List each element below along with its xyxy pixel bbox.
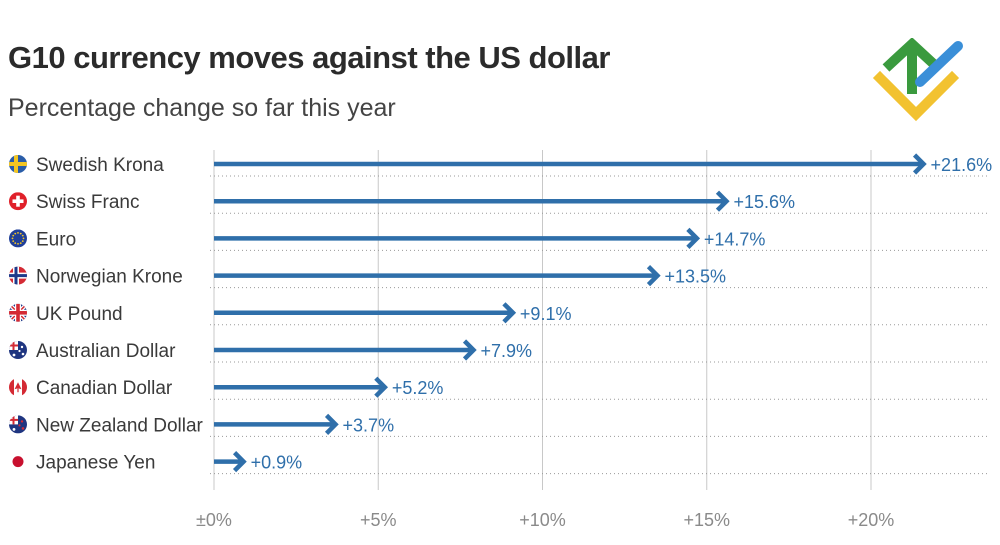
- value-label: +14.7%: [704, 229, 766, 249]
- switzerland-flag-icon: [9, 192, 27, 211]
- chart-subtitle: Percentage change so far this year: [8, 94, 396, 122]
- bar-arrow-head: [646, 265, 661, 287]
- bar-arrow-head: [324, 413, 339, 435]
- bar-arrow-head: [374, 376, 389, 398]
- new-zealand-flag-icon: [9, 415, 27, 434]
- category-label: Australian Dollar: [36, 341, 176, 362]
- bar-arrow-head: [686, 227, 701, 249]
- bar-arrow-head: [715, 190, 730, 212]
- value-label: +9.1%: [520, 304, 572, 324]
- brand-logo-icon: [872, 38, 963, 122]
- norway-flag-icon: [9, 266, 27, 285]
- sweden-flag-icon: [9, 155, 27, 173]
- canada-flag-icon: [9, 378, 27, 397]
- value-label: +15.6%: [733, 192, 795, 212]
- bar-arrow-head: [232, 451, 247, 473]
- x-tick-label: +5%: [360, 510, 397, 530]
- x-tick-label: +10%: [519, 510, 566, 530]
- category-label: Swedish Krona: [36, 155, 164, 176]
- category-label: UK Pound: [36, 304, 123, 325]
- category-label: Euro: [36, 229, 76, 250]
- value-label: +21.6%: [931, 155, 993, 175]
- bar-arrow-head: [912, 153, 927, 175]
- japan-flag-icon: [9, 452, 27, 471]
- value-label: +13.5%: [664, 267, 726, 287]
- value-label: +0.9%: [251, 453, 303, 473]
- uk-flag-icon: [9, 303, 27, 322]
- category-label: Norwegian Krone: [36, 267, 183, 288]
- value-label: +5.2%: [392, 378, 444, 398]
- eu-flag-icon: [9, 229, 27, 248]
- x-tick-label: +20%: [848, 510, 895, 530]
- category-label: New Zealand Dollar: [36, 415, 204, 436]
- category-label: Canadian Dollar: [36, 378, 173, 399]
- x-tick-label: +15%: [683, 510, 730, 530]
- value-label: +3.7%: [343, 415, 395, 435]
- chart-title: G10 currency moves against the US dollar: [8, 40, 610, 75]
- bar-arrow-head: [502, 302, 517, 324]
- category-label: Swiss Franc: [36, 192, 139, 213]
- x-tick-label: ±0%: [196, 510, 232, 530]
- value-label: +7.9%: [481, 341, 533, 361]
- category-label: Japanese Yen: [36, 453, 155, 474]
- australia-flag-icon: [9, 341, 27, 359]
- bar-arrow-head: [462, 339, 477, 361]
